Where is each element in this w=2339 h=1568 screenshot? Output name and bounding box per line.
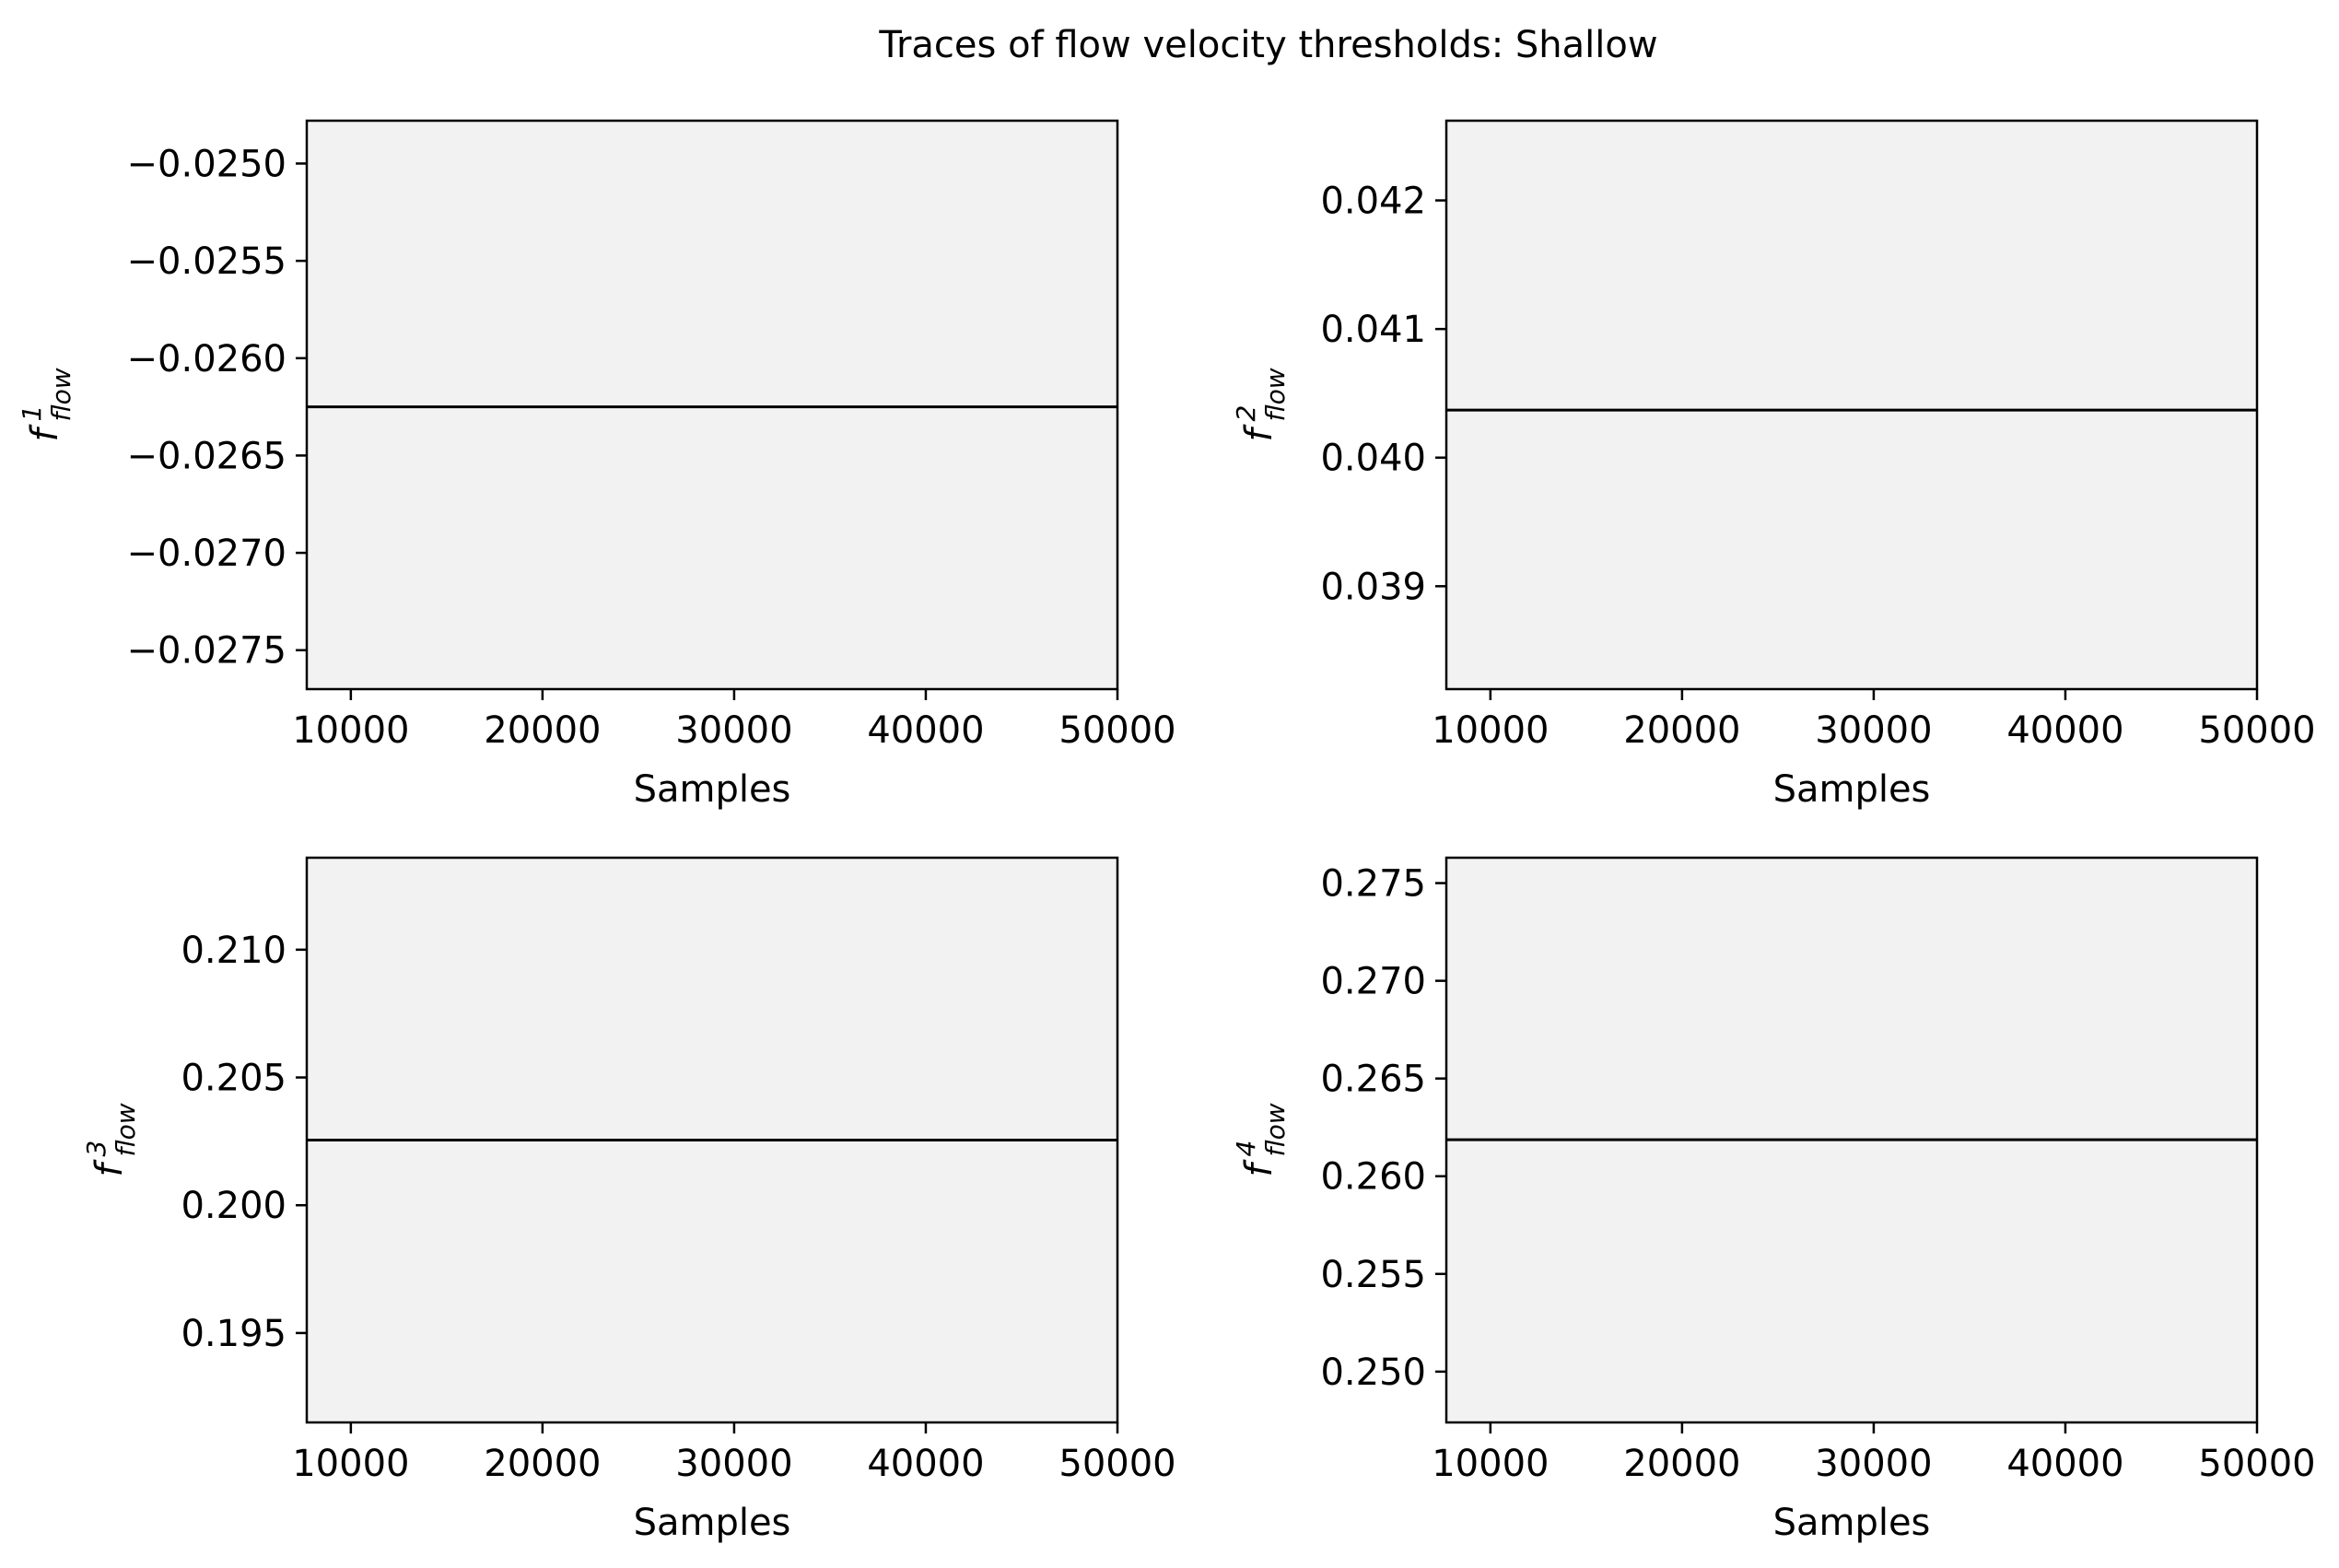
x-axis-label: Samples <box>1773 768 1931 811</box>
y-tick-label: 0.210 <box>181 930 287 972</box>
x-tick-label: 30000 <box>675 1443 792 1485</box>
y-label-sup: 4 <box>1231 1141 1261 1157</box>
y-label-sub: flow <box>1260 368 1291 421</box>
x-tick-label: 40000 <box>867 709 984 752</box>
y-label-sup: 3 <box>81 1141 111 1157</box>
axes-frame <box>305 856 1119 1424</box>
y-tick-label: 0.041 <box>1320 309 1426 351</box>
x-tick-label: 50000 <box>2198 709 2315 752</box>
axes-frame <box>305 119 1119 691</box>
x-tick-label: 10000 <box>1432 1443 1549 1485</box>
plot-area <box>1446 121 2257 689</box>
figure-title: Traces of flow velocity thresholds: Shal… <box>878 24 1657 66</box>
y-label-sub: flow <box>46 368 76 421</box>
x-tick-label: 40000 <box>2006 709 2123 752</box>
y-tick-label: 0.255 <box>1320 1254 1426 1296</box>
axes-frame <box>1444 856 2259 1424</box>
x-tick-label: 10000 <box>292 1443 409 1485</box>
x-tick-label: 30000 <box>675 709 792 752</box>
y-label-sub: flow <box>111 1103 141 1156</box>
x-tick-label: 20000 <box>484 1443 601 1485</box>
x-axis-label: Samples <box>1773 1502 1931 1544</box>
x-tick-label: 50000 <box>1058 709 1175 752</box>
y-label-base: f <box>24 424 66 442</box>
subplot-3: 10000 20000 30000 40000 50000 0.210 0.205 0.200… <box>81 856 1176 1544</box>
x-tick-label: 50000 <box>1058 1443 1175 1485</box>
x-tick-label: 10000 <box>292 709 409 752</box>
subplot-1: 10000 20000 30000 40000 50000 −0.0250 −0.0255 −… <box>17 119 1176 811</box>
x-tick-label: 20000 <box>1623 709 1740 752</box>
y-tick-label: 0.200 <box>181 1185 287 1227</box>
y-tick-label: −0.0275 <box>127 630 287 673</box>
x-tick-label: 20000 <box>1623 1443 1740 1485</box>
x-tick-label: 40000 <box>867 1443 984 1485</box>
plot-area <box>307 121 1117 689</box>
y-tick-label: 0.042 <box>1320 181 1426 223</box>
y-axis-label: f 3 flow <box>81 1103 141 1176</box>
y-axis-label: f 4 flow <box>1231 1103 1291 1176</box>
y-tick-label: 0.205 <box>181 1058 287 1100</box>
y-tick-label: 0.040 <box>1320 438 1426 480</box>
x-tick-label: 10000 <box>1432 709 1549 752</box>
x-tick-label: 30000 <box>1815 709 1932 752</box>
y-tick-label: 0.260 <box>1320 1156 1426 1199</box>
y-tick-label: 0.250 <box>1320 1352 1426 1394</box>
y-tick-label: 0.039 <box>1320 566 1426 608</box>
y-tick-label: −0.0265 <box>127 435 287 477</box>
y-label-sup: 2 <box>1231 405 1261 422</box>
x-tick-label: 20000 <box>484 709 601 752</box>
y-tick-label: 0.265 <box>1320 1059 1426 1101</box>
y-tick-label: 0.195 <box>181 1313 287 1355</box>
x-tick-label: 40000 <box>2006 1443 2123 1485</box>
x-tick-label: 50000 <box>2198 1443 2315 1485</box>
x-axis-label: Samples <box>634 1502 791 1544</box>
y-axis-label: f 2 flow <box>1231 368 1291 441</box>
x-tick-label: 30000 <box>1815 1443 1932 1485</box>
subplot-2: 10000 20000 30000 40000 50000 0.042 0.041 0.040… <box>1231 119 2316 811</box>
y-tick-label: 0.270 <box>1320 961 1426 1003</box>
y-tick-label: 0.275 <box>1320 863 1426 906</box>
subplot-4: 10000 20000 30000 40000 50000 0.275 0.270 0.265… <box>1231 856 2316 1544</box>
y-tick-label: −0.0270 <box>127 532 287 575</box>
y-tick-label: −0.0255 <box>127 240 287 283</box>
x-axis-label: Samples <box>634 768 791 811</box>
y-axis-label: f 1 flow <box>17 368 76 441</box>
y-label-sub: flow <box>1260 1103 1291 1156</box>
y-label-base: f <box>1238 424 1281 442</box>
y-tick-label: −0.0250 <box>127 143 287 185</box>
axes-frame <box>1444 119 2259 691</box>
y-tick-label: −0.0260 <box>127 338 287 380</box>
y-label-base: f <box>1238 1159 1281 1177</box>
y-label-sup: 1 <box>17 405 47 422</box>
y-label-base: f <box>88 1159 131 1177</box>
